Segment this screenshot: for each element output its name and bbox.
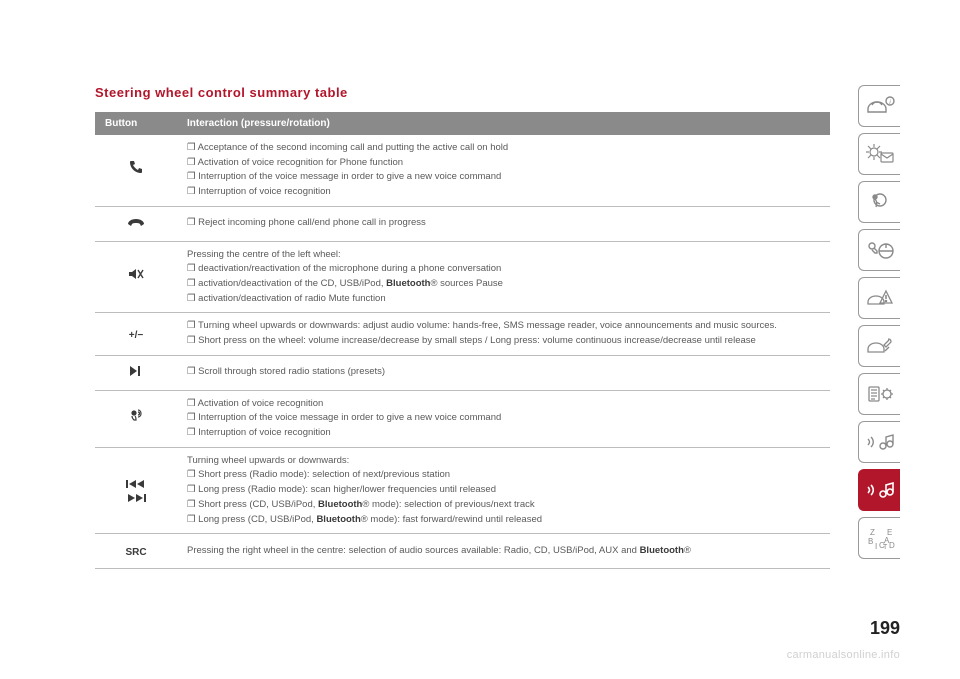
watermark: carmanualsonline.info — [787, 649, 900, 661]
table-row: Pressing the centre of the left wheel:❒ … — [95, 241, 830, 313]
table-row: ❒ Scroll through stored radio stations (… — [95, 355, 830, 390]
button-icon-cell — [95, 390, 177, 447]
tab-airbag-icon[interactable] — [858, 181, 900, 223]
section-title: Steering wheel control summary table — [95, 85, 830, 100]
page-content: Steering wheel control summary table But… — [95, 85, 830, 569]
interaction-cell: ❒ Activation of voice recognition❒ Inter… — [177, 390, 830, 447]
tab-settings-icon[interactable] — [858, 373, 900, 415]
button-icon-cell — [95, 355, 177, 390]
button-icon-cell — [95, 241, 177, 313]
th-interaction: Interaction (pressure/rotation) — [177, 112, 830, 135]
button-icon-cell: SRC — [95, 534, 177, 569]
svg-text:T: T — [883, 544, 888, 550]
interaction-cell: Pressing the centre of the left wheel:❒ … — [177, 241, 830, 313]
button-icon-cell — [95, 206, 177, 241]
svg-text:D: D — [889, 541, 895, 550]
interaction-cell: ❒ Acceptance of the second incoming call… — [177, 135, 830, 206]
table-row: ❒ Acceptance of the second incoming call… — [95, 135, 830, 206]
interaction-cell: ❒ Scroll through stored radio stations (… — [177, 355, 830, 390]
table-row: ❒ Reject incoming phone call/end phone c… — [95, 206, 830, 241]
tab-service-icon[interactable] — [858, 325, 900, 367]
table-row: SRCPressing the right wheel in the centr… — [95, 534, 830, 569]
button-icon-cell — [95, 447, 177, 534]
button-icon-cell: +/− — [95, 313, 177, 355]
svg-text:Z: Z — [870, 528, 875, 537]
summary-table: Button Interaction (pressure/rotation) ❒… — [95, 112, 830, 569]
tab-warning-icon[interactable] — [858, 277, 900, 319]
table-header-row: Button Interaction (pressure/rotation) — [95, 112, 830, 135]
tab-index-icon[interactable]: ZEBADCIT — [858, 517, 900, 559]
table-row: +/−❒ Turning wheel upwards or downwards:… — [95, 313, 830, 355]
page-number: 199 — [870, 618, 900, 639]
svg-text:B: B — [868, 537, 873, 546]
tab-light-mail-icon[interactable] — [858, 133, 900, 175]
interaction-cell: Turning wheel upwards or downwards:❒ Sho… — [177, 447, 830, 534]
tab-media-icon[interactable] — [858, 421, 900, 463]
interaction-cell: ❒ Turning wheel upwards or downwards: ad… — [177, 313, 830, 355]
th-button: Button — [95, 112, 177, 135]
tab-key-wheel-icon[interactable] — [858, 229, 900, 271]
svg-text:I: I — [875, 542, 877, 550]
table-row: ❒ Activation of voice recognition❒ Inter… — [95, 390, 830, 447]
tab-info-icon[interactable]: i — [858, 85, 900, 127]
button-icon-cell — [95, 135, 177, 206]
interaction-cell: ❒ Reject incoming phone call/end phone c… — [177, 206, 830, 241]
interaction-cell: Pressing the right wheel in the centre: … — [177, 534, 830, 569]
section-tabs: i ZEBADCIT — [858, 85, 900, 559]
tab-media-active-icon[interactable] — [858, 469, 900, 511]
table-row: Turning wheel upwards or downwards:❒ Sho… — [95, 447, 830, 534]
